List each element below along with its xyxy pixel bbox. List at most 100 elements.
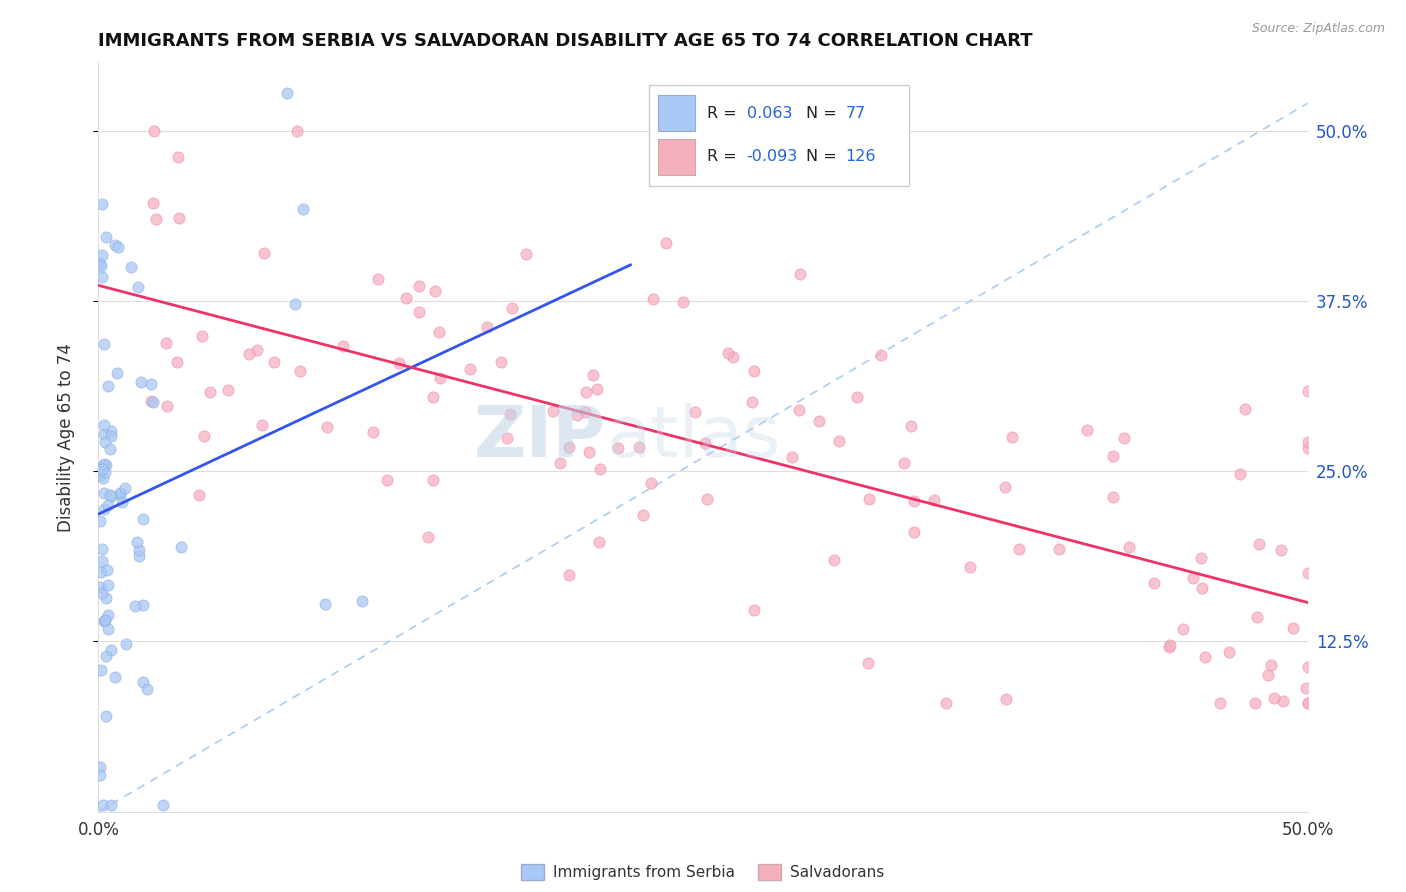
Point xyxy=(558,567,581,582)
Point xyxy=(1218,645,1240,659)
Point xyxy=(607,441,630,455)
Point xyxy=(155,399,177,413)
Point xyxy=(129,375,152,389)
Point xyxy=(141,376,163,391)
Point xyxy=(96,563,118,577)
Point xyxy=(375,473,398,487)
Y-axis label: Disability Age 65 to 74: Disability Age 65 to 74 xyxy=(56,343,75,532)
Point xyxy=(394,291,416,305)
Point xyxy=(128,549,150,563)
Point xyxy=(115,637,138,651)
Point xyxy=(332,339,354,353)
Point xyxy=(515,247,537,261)
Point xyxy=(1260,657,1282,672)
Point xyxy=(995,692,1018,706)
Point xyxy=(89,580,111,594)
Legend: Immigrants from Serbia, Salvadorans: Immigrants from Serbia, Salvadorans xyxy=(515,858,891,887)
Point xyxy=(139,393,162,408)
Point xyxy=(100,489,122,503)
Point xyxy=(96,708,118,723)
Point xyxy=(1112,431,1135,445)
Point xyxy=(1296,660,1319,674)
Point xyxy=(252,417,274,432)
Point xyxy=(93,614,115,628)
Text: IMMIGRANTS FROM SERBIA VS SALVADORAN DISABILITY AGE 65 TO 74 CORRELATION CHART: IMMIGRANTS FROM SERBIA VS SALVADORAN DIS… xyxy=(98,32,1033,50)
Point xyxy=(499,407,522,421)
Point xyxy=(696,491,718,506)
Text: R =: R = xyxy=(707,149,741,164)
Point xyxy=(90,259,112,273)
Text: Source: ZipAtlas.com: Source: ZipAtlas.com xyxy=(1251,22,1385,36)
Point xyxy=(94,591,117,605)
Point xyxy=(97,607,120,622)
Point xyxy=(103,237,125,252)
Point xyxy=(1194,649,1216,664)
Point xyxy=(89,468,111,483)
Point xyxy=(994,480,1017,494)
Point xyxy=(429,370,451,384)
Point xyxy=(100,797,122,812)
Point xyxy=(427,325,450,339)
Point xyxy=(90,462,112,476)
Point xyxy=(98,442,121,456)
Point xyxy=(1257,668,1279,682)
Point xyxy=(91,797,114,812)
Point xyxy=(721,351,744,365)
Point xyxy=(198,384,221,399)
Point xyxy=(142,196,165,211)
Point xyxy=(742,363,765,377)
Point xyxy=(655,235,678,250)
Point xyxy=(290,363,312,377)
Point xyxy=(491,354,513,368)
Text: N =: N = xyxy=(806,106,842,121)
Point xyxy=(900,418,922,433)
Point xyxy=(124,599,146,613)
Point xyxy=(90,663,112,677)
Point xyxy=(782,450,804,464)
Point xyxy=(1101,449,1123,463)
Point xyxy=(408,279,430,293)
Point xyxy=(94,613,117,627)
Point xyxy=(155,335,177,350)
Point xyxy=(93,501,115,516)
Point xyxy=(1191,582,1213,596)
Point xyxy=(128,542,150,557)
Point xyxy=(91,471,114,485)
Text: -0.093: -0.093 xyxy=(747,149,797,164)
Point xyxy=(1295,681,1317,695)
Point xyxy=(191,329,214,343)
Text: R =: R = xyxy=(707,106,741,121)
Point xyxy=(94,649,117,664)
Point xyxy=(94,434,117,449)
Point xyxy=(93,417,115,432)
Point xyxy=(315,419,337,434)
Point xyxy=(1296,566,1319,581)
Point xyxy=(422,473,444,487)
Point xyxy=(1209,696,1232,710)
Point xyxy=(367,272,389,286)
Point xyxy=(858,492,880,507)
Point xyxy=(91,247,114,261)
Point xyxy=(575,384,598,399)
Point xyxy=(89,760,111,774)
Point xyxy=(217,383,239,397)
Point xyxy=(1049,541,1071,556)
Point xyxy=(108,487,131,501)
Point xyxy=(246,343,269,357)
Point xyxy=(89,514,111,528)
Point xyxy=(742,603,765,617)
Point xyxy=(501,301,523,315)
Point xyxy=(1118,540,1140,554)
Point xyxy=(1182,572,1205,586)
Point xyxy=(1159,638,1181,652)
Point xyxy=(578,444,600,458)
Point xyxy=(108,485,131,500)
Point xyxy=(361,425,384,439)
Point xyxy=(458,362,481,376)
Point xyxy=(125,535,148,549)
FancyBboxPatch shape xyxy=(658,95,695,131)
Point xyxy=(416,530,439,544)
Point xyxy=(100,424,122,438)
Point xyxy=(1272,694,1295,708)
Point xyxy=(631,508,654,522)
